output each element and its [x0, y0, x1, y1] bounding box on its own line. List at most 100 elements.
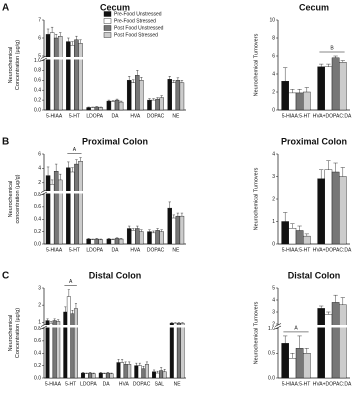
error-bar [54, 163, 58, 172]
x-tick-label: 5-HT [65, 381, 76, 387]
y-tick-label: 1 [272, 219, 275, 225]
bar [98, 372, 103, 379]
error-bar [152, 230, 155, 233]
error-bar [326, 63, 331, 67]
bar [53, 37, 59, 111]
y-axis-label: Neurochemical [8, 315, 14, 352]
error-bar [79, 39, 82, 44]
error-bar [46, 28, 50, 35]
bar [91, 373, 96, 379]
error-bar [297, 225, 302, 231]
bar [175, 80, 181, 111]
error-bar [92, 372, 95, 374]
error-bar [103, 372, 106, 374]
bar [281, 343, 290, 379]
error-bar [128, 361, 131, 365]
error-bar [136, 70, 139, 76]
bar [339, 62, 347, 111]
bar [295, 92, 304, 111]
y-tick-label: 0 [272, 241, 275, 247]
error-bar [50, 27, 54, 33]
y-axis-label: Concentration (µg/g) [15, 40, 21, 90]
error-bar [142, 366, 145, 369]
y-tick-label: 7 [38, 17, 41, 23]
error-bar [180, 80, 184, 83]
error-bar [170, 322, 173, 324]
bar [56, 321, 61, 379]
panel-label: B [2, 137, 9, 148]
y-axis-label: Neurochemical [8, 181, 14, 218]
y-tick-label: 0.6 [34, 338, 41, 344]
x-tick-label: DOPAC [147, 247, 165, 253]
axis-break [40, 191, 188, 194]
error-bar [91, 238, 94, 240]
error-bar [326, 160, 331, 170]
x-tick-label: DA [103, 381, 111, 387]
error-bar [160, 367, 163, 371]
error-bar [176, 77, 180, 81]
bar [179, 215, 185, 245]
bar [317, 178, 326, 245]
bar [84, 373, 89, 379]
error-bar [71, 310, 74, 314]
bar [176, 322, 181, 379]
error-bar [111, 238, 115, 240]
y-tick-label: 0.0 [34, 375, 41, 381]
bar [162, 371, 167, 379]
y-tick-label: 0.8 [34, 192, 41, 198]
error-bar [152, 369, 156, 372]
error-bar [74, 303, 78, 309]
y-tick-label: 6 [272, 53, 275, 59]
y-axis-label: Neurochemical Turnovers [253, 301, 259, 364]
error-bar [145, 361, 149, 365]
y-tick-label: 0.2 [34, 229, 41, 235]
x-tick-label: HVA+DOPAC:DA [313, 113, 352, 119]
bar [127, 364, 132, 379]
bar [155, 98, 160, 111]
y-tick-label: 2 [272, 89, 275, 95]
x-tick-label: DA [112, 247, 120, 253]
error-bar [304, 348, 309, 354]
y-tick-label: 2 [38, 302, 41, 308]
y-tick-label: 4 [272, 151, 275, 157]
bar [281, 221, 290, 245]
y-tick-label: 4 [272, 71, 275, 77]
bar [179, 82, 185, 111]
x-tick-label: LDOPA [86, 247, 103, 253]
bar [63, 311, 68, 379]
bar [70, 171, 75, 245]
bar [281, 80, 290, 111]
error-bar [127, 76, 131, 81]
legend-swatch [103, 32, 112, 38]
bar [58, 36, 63, 111]
x-tick-label: SAL [155, 381, 165, 387]
x-tick-label: 5-HIAA:5-HT [282, 113, 311, 119]
bar [137, 365, 142, 379]
error-bar [297, 335, 302, 349]
x-tick-label: 5-HIAA:5-HT [282, 381, 311, 387]
x-tick-label: 5-HIAA [46, 247, 63, 253]
y-tick-label: 0.0 [34, 241, 41, 247]
bar [159, 231, 164, 245]
error-bar [124, 361, 127, 365]
error-bar [304, 233, 309, 237]
bar [70, 45, 75, 111]
bar [139, 231, 144, 245]
error-bar [111, 100, 115, 102]
bar [324, 314, 333, 379]
chart-title: Proximal Colon [281, 136, 347, 146]
x-tick-label: LDOPA [86, 113, 103, 119]
x-tick-label: DOPAC [133, 381, 151, 387]
bar [295, 230, 304, 245]
error-bar [54, 34, 58, 38]
annotation: A [294, 325, 298, 331]
y-tick-label: 6 [38, 151, 41, 157]
bar [288, 228, 297, 245]
error-bar [181, 322, 184, 324]
bar [120, 362, 125, 379]
error-bar [81, 372, 85, 374]
y-tick-label: 0.4 [34, 351, 41, 357]
bar [324, 66, 333, 111]
y-tick-label: 2 [272, 321, 275, 327]
